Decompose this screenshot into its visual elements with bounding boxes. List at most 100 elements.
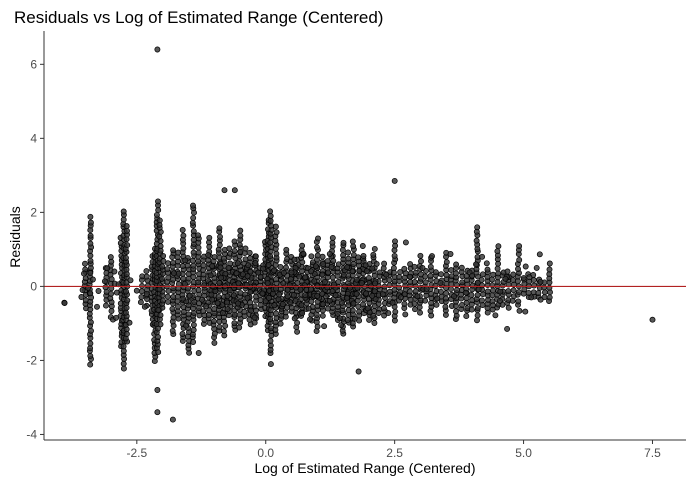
data-point [443, 259, 450, 266]
data-point [350, 261, 357, 267]
data-point [267, 316, 274, 322]
data-point [244, 294, 251, 301]
data-point [87, 232, 94, 239]
data-point [308, 253, 315, 260]
data-point [422, 279, 429, 286]
data-point [231, 248, 238, 254]
data-point [123, 331, 130, 337]
data-point [504, 268, 511, 275]
data-point [468, 306, 475, 313]
data-point [298, 302, 305, 309]
data-point [287, 276, 294, 283]
data-point [211, 306, 218, 312]
data-point [141, 303, 148, 310]
data-point [79, 287, 86, 293]
data-point [319, 290, 326, 297]
data-point [247, 268, 254, 275]
data-point [157, 321, 164, 328]
data-point [245, 262, 252, 269]
data-point [419, 265, 426, 271]
data-point [520, 275, 527, 282]
data-point [402, 311, 409, 318]
data-point [320, 301, 327, 308]
data-point [113, 289, 120, 296]
data-point [305, 305, 312, 312]
data-point [371, 320, 378, 326]
data-point [350, 300, 357, 307]
data-point [448, 267, 455, 274]
data-point [365, 275, 372, 281]
data-point [293, 284, 299, 291]
data-point [81, 270, 87, 277]
data-point [169, 305, 176, 312]
data-point [411, 263, 418, 270]
data-point [252, 260, 259, 267]
data-point [412, 288, 419, 295]
data-point [505, 304, 512, 311]
data-point [108, 290, 115, 297]
data-point [89, 276, 96, 283]
data-point [277, 263, 284, 270]
data-point [396, 284, 403, 291]
data-point [195, 249, 202, 256]
data-point [414, 293, 421, 300]
data-point [94, 303, 100, 310]
x-tick-label: 7.5 [644, 446, 661, 460]
data-point [191, 299, 198, 305]
data-point [339, 299, 345, 306]
data-point [156, 217, 163, 224]
data-point [211, 339, 218, 346]
data-point [190, 214, 197, 221]
data-point [273, 310, 280, 317]
data-point [490, 287, 496, 294]
data-point [138, 294, 145, 301]
data-point [189, 219, 196, 226]
data-point [356, 308, 363, 315]
data-point [497, 288, 504, 295]
data-point [459, 302, 465, 308]
data-point [291, 256, 298, 263]
data-point [124, 297, 131, 304]
data-point [87, 290, 94, 297]
data-point [494, 248, 501, 255]
data-point [325, 269, 332, 276]
data-point [284, 293, 291, 300]
data-point [422, 297, 429, 304]
data-point [82, 260, 88, 267]
data-point [392, 238, 398, 245]
data-point [211, 254, 218, 261]
data-point [267, 337, 274, 344]
data-point [308, 268, 315, 275]
data-point [463, 313, 470, 320]
data-point [224, 299, 231, 306]
data-point [242, 245, 249, 252]
data-point [392, 308, 399, 315]
data-point [453, 261, 460, 268]
data-point [143, 273, 150, 280]
data-point [376, 269, 383, 276]
data-point [108, 308, 115, 314]
data-point [267, 307, 274, 314]
data-point [369, 292, 376, 299]
data-point [422, 273, 429, 280]
data-point [402, 239, 409, 246]
data-point [536, 251, 543, 258]
data-point [179, 331, 186, 337]
data-point [291, 315, 298, 322]
data-point [505, 288, 512, 295]
data-point [170, 270, 177, 277]
data-point [104, 265, 111, 272]
data-point [189, 257, 196, 264]
data-point [496, 297, 503, 304]
data-point [190, 327, 197, 333]
data-point [206, 234, 213, 241]
data-point [353, 290, 360, 297]
data-point [489, 276, 495, 283]
data-point [366, 316, 373, 323]
data-point [458, 264, 465, 271]
data-point [95, 288, 102, 294]
data-point [406, 288, 413, 295]
data-point [533, 264, 540, 271]
data-point [452, 270, 459, 277]
data-point [159, 297, 166, 304]
